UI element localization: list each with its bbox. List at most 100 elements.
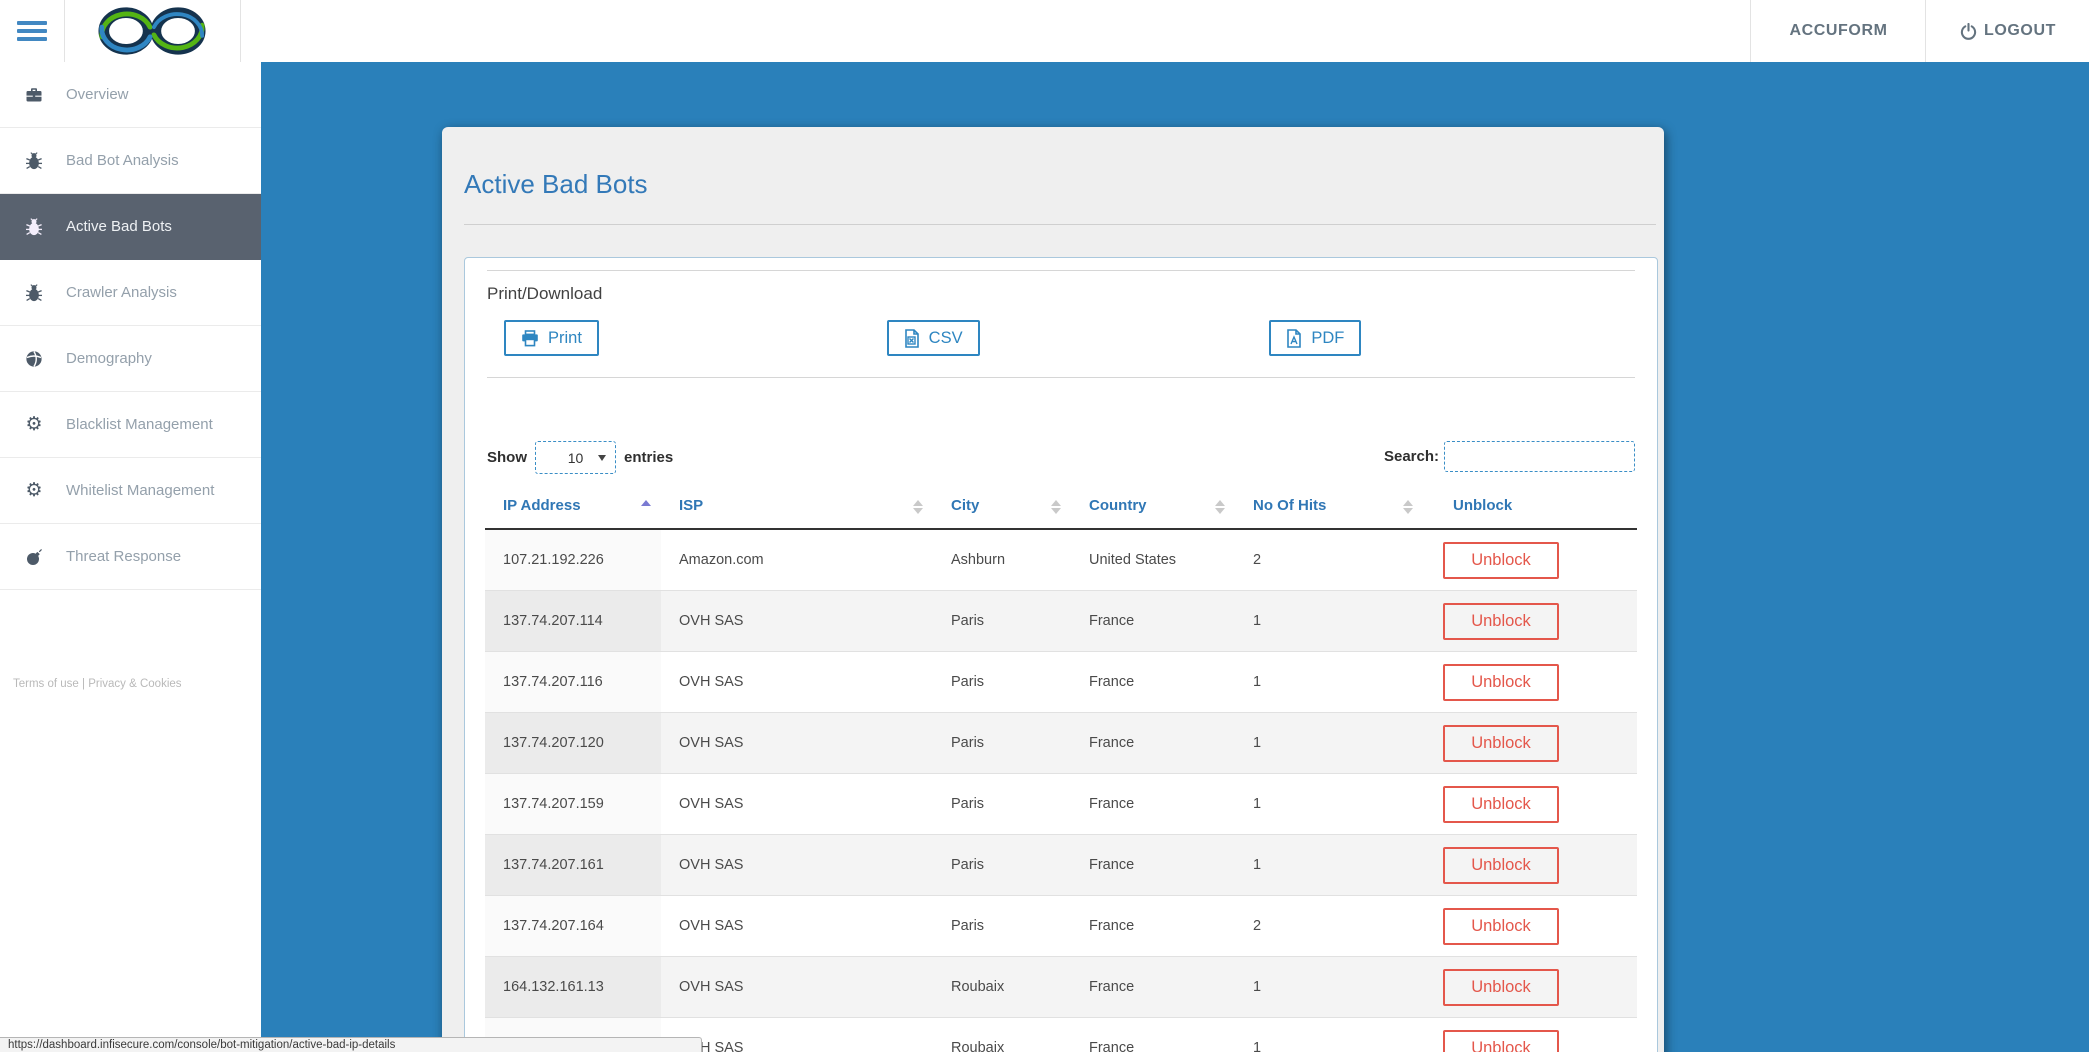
column-header-city[interactable]: City xyxy=(933,489,1071,530)
column-header-hits[interactable]: No Of Hits xyxy=(1235,489,1423,530)
table-body: 107.21.192.226 Amazon.com Ashburn United… xyxy=(485,529,1637,1052)
unblock-button[interactable]: Unblock xyxy=(1443,785,1559,823)
unblock-button[interactable]: Unblock xyxy=(1443,602,1559,640)
export-buttons-row: Print CSV xyxy=(487,320,1635,356)
cell-city: Roubaix xyxy=(951,979,1005,995)
cell-isp: OVH SAS xyxy=(679,979,744,995)
sidebar-item-threat-response[interactable]: Threat Response xyxy=(0,524,261,590)
bug-icon xyxy=(24,217,44,236)
brand-logo[interactable] xyxy=(64,0,241,62)
cell-ip-address: 137.74.207.114 xyxy=(485,590,661,652)
cell-city: Paris xyxy=(951,796,985,812)
bad-bots-table-wrap: IP Address ISP City xyxy=(485,489,1637,1052)
page-length-value: 10 xyxy=(567,449,584,466)
sidebar-item-blacklist-management[interactable]: ⚙ Blacklist Management xyxy=(0,392,261,458)
cell-hits: 1 xyxy=(1253,1040,1262,1052)
table-row: 137.74.207.164 OVH SAS Paris France 2 Un… xyxy=(485,895,1637,957)
cell-isp: OVH SAS xyxy=(679,918,744,934)
bug-icon xyxy=(24,283,44,302)
cell-hits: 1 xyxy=(1253,674,1262,690)
sidebar-toggle-button[interactable] xyxy=(0,0,65,62)
sidebar-item-active-bad-bots[interactable]: Active Bad Bots xyxy=(0,194,261,260)
sort-icon xyxy=(1403,500,1413,514)
status-url: https://dashboard.infisecure.com/console… xyxy=(8,1039,396,1051)
search-control: Search: xyxy=(1384,441,1635,472)
cell-country: France xyxy=(1089,613,1135,629)
print-button[interactable]: Print xyxy=(504,320,599,356)
logout-button[interactable]: LOGOUT xyxy=(1925,0,2089,62)
cell-hits: 1 xyxy=(1253,613,1262,629)
pdf-button[interactable]: PDF xyxy=(1269,320,1362,356)
unblock-button[interactable]: Unblock xyxy=(1443,968,1559,1006)
logout-label: LOGOUT xyxy=(1983,22,2057,39)
csv-button-label: CSV xyxy=(928,328,963,347)
sidebar-nav: Overview Bad Bot Analysis xyxy=(0,62,261,1052)
unblock-button[interactable]: Unblock xyxy=(1443,724,1559,762)
column-header-isp[interactable]: ISP xyxy=(661,489,933,530)
table-controls: Show 10 entries Search: xyxy=(487,441,1635,477)
sort-asc-icon xyxy=(641,500,651,506)
print-download-label: Print/Download xyxy=(487,284,603,303)
unblock-button[interactable]: Unblock xyxy=(1443,907,1559,945)
page-title: Active Bad Bots xyxy=(464,169,648,199)
cell-hits: 1 xyxy=(1253,735,1262,751)
cell-country: France xyxy=(1089,1040,1135,1052)
sidebar-item-label: Bad Bot Analysis xyxy=(66,152,179,169)
privacy-cookies-link[interactable]: Privacy & Cookies xyxy=(88,678,182,690)
account-name[interactable]: ACCUFORM xyxy=(1750,0,1926,62)
search-label: Search: xyxy=(1383,448,1439,465)
table-row: 137.74.207.161 OVH SAS Paris France 1 Un… xyxy=(485,834,1637,896)
sort-icon xyxy=(913,500,923,514)
sidebar-item-demography[interactable]: Demography xyxy=(0,326,261,392)
page-length-select[interactable]: 10 xyxy=(535,441,616,474)
csv-button[interactable]: CSV xyxy=(886,320,980,356)
sidebar-item-label: Blacklist Management xyxy=(66,416,213,433)
cell-country: France xyxy=(1089,674,1135,690)
unblock-button[interactable]: Unblock xyxy=(1443,663,1559,701)
printer-icon xyxy=(522,329,538,346)
unblock-button[interactable]: Unblock xyxy=(1443,1029,1559,1052)
bug-icon xyxy=(24,151,44,170)
sidebar-item-crawler-analysis[interactable]: Crawler Analysis xyxy=(0,260,261,326)
cell-hits: 2 xyxy=(1253,552,1262,568)
cell-ip-address: 137.74.207.161 xyxy=(485,834,661,896)
column-header-ip[interactable]: IP Address xyxy=(485,489,661,530)
unblock-button[interactable]: Unblock xyxy=(1443,541,1559,579)
sort-icon xyxy=(1215,500,1225,514)
cell-country: France xyxy=(1089,857,1135,873)
cell-city: Paris xyxy=(951,857,985,873)
sidebar-item-bad-bot-analysis[interactable]: Bad Bot Analysis xyxy=(0,128,261,194)
show-label: Show xyxy=(487,449,527,466)
globe-icon xyxy=(24,350,44,368)
column-header-unblock: Unblock xyxy=(1423,489,1637,530)
cell-isp: OVH SAS xyxy=(679,674,744,690)
sidebar-item-overview[interactable]: Overview xyxy=(0,62,261,128)
pdf-button-label: PDF xyxy=(1311,328,1345,347)
cell-isp: OVH SAS xyxy=(679,613,744,629)
column-header-country[interactable]: Country xyxy=(1071,489,1235,530)
sidebar-item-whitelist-management[interactable]: ⚙ Whitelist Management xyxy=(0,458,261,524)
table-row: 137.74.207.114 OVH SAS Paris France 1 Un… xyxy=(485,590,1637,652)
bad-bots-table: IP Address ISP City xyxy=(485,489,1637,1052)
cell-country: France xyxy=(1089,979,1135,995)
cell-country: United States xyxy=(1089,552,1177,568)
table-row: 137.74.207.120 OVH SAS Paris France 1 Un… xyxy=(485,712,1637,774)
sidebar-item-label: Active Bad Bots xyxy=(66,218,172,235)
hamburger-icon xyxy=(17,21,47,41)
sidebar-item-label: Crawler Analysis xyxy=(66,284,177,301)
page-length-control: Show 10 entries xyxy=(487,441,673,474)
bomb-icon xyxy=(24,548,44,566)
cell-city: Paris xyxy=(951,613,985,629)
table-row: 137.74.207.159 OVH SAS Paris France 1 Un… xyxy=(485,773,1637,835)
terms-of-use-link[interactable]: Terms of use xyxy=(13,678,79,690)
cell-hits: 1 xyxy=(1253,857,1262,873)
table-row: 137.74.207.116 OVH SAS Paris France 1 Un… xyxy=(485,651,1637,713)
entries-label: entries xyxy=(624,449,674,466)
search-input[interactable] xyxy=(1444,441,1635,472)
unblock-button[interactable]: Unblock xyxy=(1443,846,1559,884)
power-icon xyxy=(1960,22,1977,40)
cell-city: Paris xyxy=(951,735,985,751)
infinity-logo-icon xyxy=(98,7,206,55)
cell-isp: OVH SAS xyxy=(679,735,744,751)
file-csv-icon xyxy=(904,328,919,348)
